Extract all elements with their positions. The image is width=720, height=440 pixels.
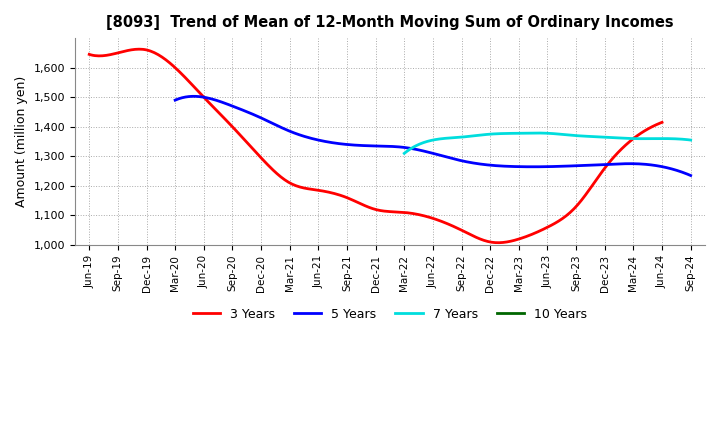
Y-axis label: Amount (million yen): Amount (million yen): [15, 76, 28, 207]
Title: [8093]  Trend of Mean of 12-Month Moving Sum of Ordinary Incomes: [8093] Trend of Mean of 12-Month Moving …: [106, 15, 674, 30]
Legend: 3 Years, 5 Years, 7 Years, 10 Years: 3 Years, 5 Years, 7 Years, 10 Years: [188, 303, 593, 326]
